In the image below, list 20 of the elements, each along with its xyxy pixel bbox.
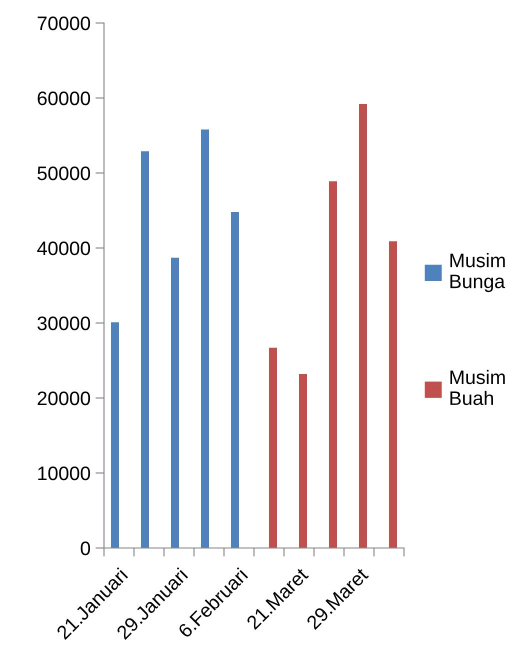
y-tick-label: 40000	[37, 241, 90, 256]
bar	[201, 130, 209, 548]
legend-label: Musim Bunga	[450, 253, 506, 292]
bar	[389, 241, 397, 548]
bar	[141, 151, 149, 548]
bar	[171, 258, 179, 548]
y-tick-label: 50000	[38, 166, 90, 180]
y-tick-label: 10000	[38, 466, 90, 480]
y-tick-label: 0	[80, 541, 90, 556]
bar	[359, 104, 367, 548]
bar	[111, 322, 119, 548]
bar	[299, 374, 307, 548]
bar	[269, 348, 277, 548]
bar	[329, 181, 337, 548]
y-tick-label: 70000	[38, 16, 90, 30]
y-tick-label: 30000	[37, 316, 90, 330]
bar	[231, 212, 239, 548]
y-tick-label: 60000	[38, 91, 90, 106]
legend-label: Musim Buah	[450, 370, 505, 406]
y-tick-label: 20000	[38, 391, 90, 406]
